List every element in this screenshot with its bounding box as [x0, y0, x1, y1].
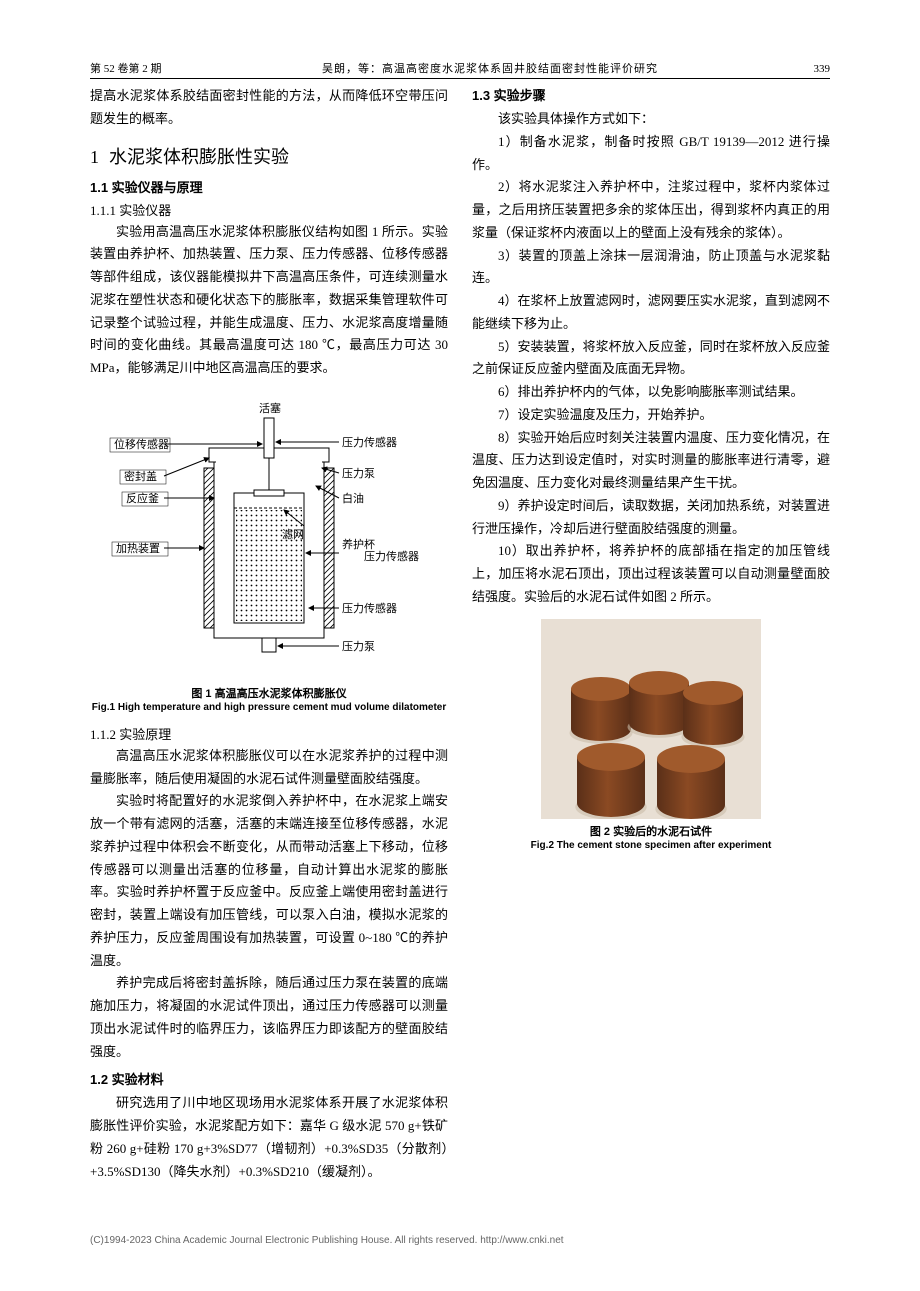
- figure-1-diagram: 位移传感器 密封盖 反应釜 加热装置 活塞 压力传感器 压力泵 白油 滤网 养护…: [104, 398, 434, 668]
- step-8: 8）实验开始后应时刻关注装置内温度、压力变化情况，在温度、压力达到设定值时，对实…: [472, 427, 830, 495]
- page-header: 第 52 卷第 2 期 吴朗，等：高温高密度水泥浆体系固井胶结面密封性能评价研究…: [90, 60, 830, 79]
- figure-2-caption-en: Fig.2 The cement stone specimen after ex…: [472, 839, 830, 852]
- para-1-1-1: 实验用高温高压水泥浆体积膨胀仪结构如图 1 所示。实验装置由养护杯、加热装置、压…: [90, 221, 448, 380]
- section-1-heading: 1 水泥浆体积膨胀性实验: [90, 143, 448, 169]
- label-pressure-sensor-3: 压力传感器: [342, 602, 397, 615]
- label-cup: 养护杯: [342, 537, 375, 551]
- step-10: 10）取出养护杯，将养护杯的底部插在指定的加压管线上，加压将水泥石顶出，顶出过程…: [472, 540, 830, 608]
- step-7: 7）设定实验温度及压力，开始养护。: [472, 404, 830, 427]
- figure-1-caption-en: Fig.1 High temperature and high pressure…: [90, 701, 448, 714]
- figure-2-photo: [541, 619, 761, 819]
- subsection-1-2: 1.2 实验材料: [90, 1069, 448, 1088]
- step-1: 1）制备水泥浆，制备时按照 GB/T 19139—2012 进行操作。: [472, 131, 830, 177]
- label-pressure-pump-1: 压力泵: [342, 467, 375, 480]
- figure-1-caption-cn: 图 1 高温高压水泥浆体积膨胀仪: [90, 685, 448, 701]
- step-4: 4）在浆杯上放置滤网时，滤网要压实水泥浆，直到滤网不能继续下移为止。: [472, 290, 830, 336]
- para-1-2: 研究选用了川中地区现场用水泥浆体系开展了水泥浆体积膨胀性评价实验，水泥浆配方如下…: [90, 1092, 448, 1183]
- para-1-1-2a: 高温高压水泥浆体积膨胀仪可以在水泥浆养护的过程中测量膨胀率，随后使用凝固的水泥石…: [90, 745, 448, 791]
- lead-paragraph: 提高水泥浆体系胶结面密封性能的方法，从而降低环空带压问题发生的概率。: [90, 85, 448, 131]
- header-page: 339: [770, 63, 830, 75]
- label-disp-sensor: 位移传感器: [114, 437, 169, 451]
- step-2: 2）将水泥浆注入养护杯中，注浆过程中，浆杯内浆体过量，之后用挤压装置把多余的浆体…: [472, 176, 830, 244]
- label-filter: 滤网: [282, 528, 304, 541]
- subsection-1-3: 1.3 实验步骤: [472, 85, 830, 104]
- section-1-num: 1: [90, 147, 99, 167]
- header-title: 吴朗，等：高温高密度水泥浆体系固井胶结面密封性能评价研究: [210, 60, 770, 76]
- step-5: 5）安装装置，将浆杯放入反应釜，同时在浆杯放入反应釜之前保证反应釜内壁面及底面无…: [472, 336, 830, 382]
- section-1-title: 水泥浆体积膨胀性实验: [109, 147, 289, 167]
- label-seal-cover: 密封盖: [124, 469, 157, 483]
- label-reactor: 反应釜: [126, 491, 159, 505]
- label-pressure-sensor-1: 压力传感器: [342, 436, 397, 449]
- step-9: 9）养护设定时间后，读取数据，关闭加热系统，对装置进行泄压操作，冷却后进行壁面胶…: [472, 495, 830, 541]
- figure-2-caption-cn: 图 2 实验后的水泥石试件: [472, 823, 830, 839]
- label-heater: 加热装置: [116, 542, 160, 555]
- label-pressure-pump-2: 压力泵: [342, 640, 375, 653]
- para-1-3-lead: 该实验具体操作方式如下：: [472, 108, 830, 131]
- step-6: 6）排出养护杯内的气体，以免影响膨胀率测试结果。: [472, 381, 830, 404]
- label-piston: 活塞: [259, 401, 281, 415]
- step-3: 3）装置的顶盖上涂抹一层润滑油，防止顶盖与水泥浆黏连。: [472, 245, 830, 291]
- label-white-oil: 白油: [342, 491, 364, 505]
- subsection-1-1: 1.1 实验仪器与原理: [90, 177, 448, 196]
- figure-1: 位移传感器 密封盖 反应釜 加热装置 活塞 压力传感器 压力泵 白油 滤网 养护…: [90, 390, 448, 714]
- header-issue: 第 52 卷第 2 期: [90, 60, 210, 76]
- figure-2: 图 2 实验后的水泥石试件 Fig.2 The cement stone spe…: [472, 619, 830, 852]
- label-pressure-sensor-2: 压力传感器: [364, 550, 419, 563]
- subsubsection-1-1-2: 1.1.2 实验原理: [90, 724, 448, 743]
- subsubsection-1-1-1: 1.1.1 实验仪器: [90, 200, 448, 219]
- para-1-1-2c: 养护完成后将密封盖拆除，随后通过压力泵在装置的底端施加压力，将凝固的水泥试件顶出…: [90, 972, 448, 1063]
- footer-copyright: (C)1994-2023 China Academic Journal Elec…: [90, 1235, 830, 1246]
- para-1-1-2b: 实验时将配置好的水泥浆倒入养护杯中，在水泥浆上端安放一个带有滤网的活塞，活塞的末…: [90, 790, 448, 972]
